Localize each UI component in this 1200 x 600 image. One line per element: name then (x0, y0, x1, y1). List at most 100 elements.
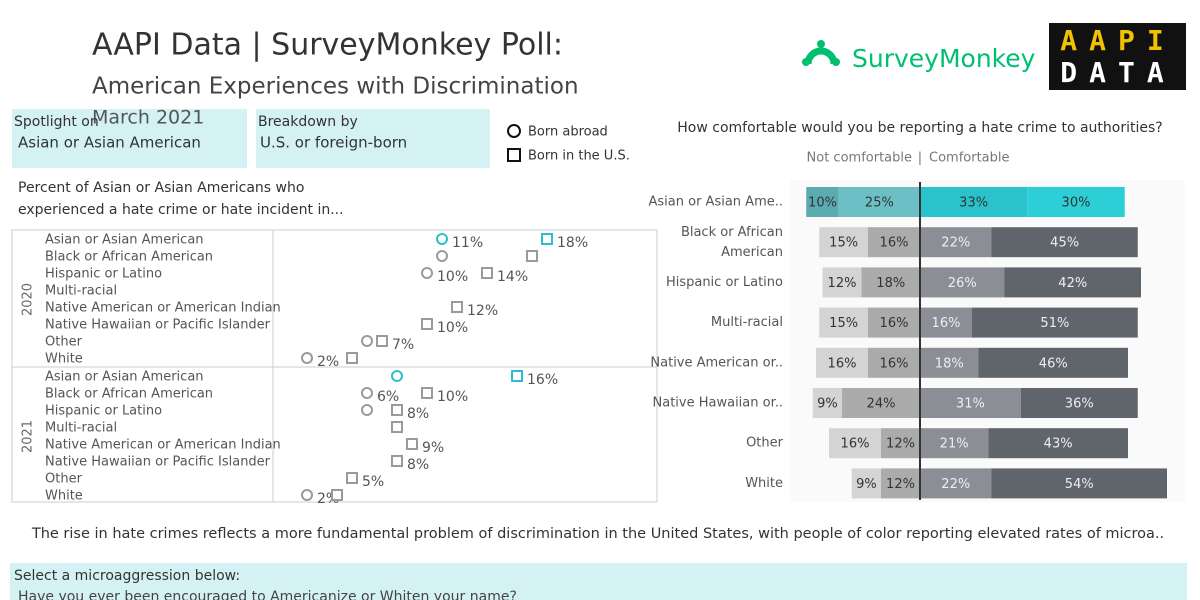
category-label: Multi-racial (45, 284, 117, 299)
subtitle: American Experiences with Discrimination (92, 74, 579, 100)
filter-value[interactable]: U.S. or foreign-born (260, 134, 407, 152)
data-label: 6% (377, 389, 399, 405)
logo-text: DATA (1060, 56, 1175, 89)
legend-divider: | (918, 151, 922, 166)
category-label: White (45, 489, 83, 504)
data-label: 16% (527, 372, 558, 388)
aapi-logo: AAPI DATA (1049, 23, 1186, 90)
bar-segment (819, 227, 868, 258)
category-label: Asian or Asian American (45, 233, 204, 248)
bar-segment (819, 307, 868, 338)
category-label: Hispanic or Latino (666, 275, 783, 290)
square-dot (331, 489, 343, 501)
category-label: White (45, 352, 83, 367)
data-label: 46% (1039, 356, 1068, 371)
dot (391, 370, 403, 382)
bar-segment (812, 388, 842, 418)
filter-box[interactable] (12, 109, 247, 168)
category-label: Native American or American Indian (45, 301, 281, 316)
legend-label: Born abroad (528, 125, 608, 140)
bar-segment (920, 468, 992, 499)
category-label: Asian or Asian American (45, 370, 204, 385)
bar-segment (822, 267, 862, 298)
category-label: White (745, 476, 783, 491)
dot (436, 233, 448, 245)
bar-segment (851, 468, 881, 499)
data-label: 12% (828, 276, 857, 291)
legend-label: Not comfortable (807, 151, 912, 166)
square-dot (391, 455, 403, 467)
data-label: 54% (1065, 477, 1094, 492)
category-label: Multi-racial (711, 315, 783, 330)
square-dot (406, 438, 418, 450)
data-label: 2% (317, 354, 339, 370)
logo-text: AAPI (1060, 24, 1175, 57)
bar-segment (1027, 187, 1125, 217)
legend-label: Comfortable (929, 151, 1010, 166)
category-label: Hispanic or Latino (45, 267, 162, 282)
data-label: 8% (407, 457, 429, 473)
date: March 2021 (92, 107, 204, 129)
data-label: 16% (880, 356, 909, 371)
surveymonkey-logo: SurveyMonkey (802, 40, 1036, 73)
data-label: 16% (828, 356, 857, 371)
square-dot (421, 387, 433, 399)
square-dot (391, 421, 403, 433)
select-box[interactable] (10, 563, 1187, 600)
chart-title: Percent of Asian or Asian Americans who (18, 180, 304, 196)
data-label: 24% (867, 397, 896, 412)
bar-segment (920, 307, 972, 338)
select-value[interactable]: Have you ever been encouraged to America… (18, 589, 517, 600)
dot (361, 335, 373, 347)
legend-marker (507, 124, 521, 138)
data-label: 9% (856, 477, 877, 492)
filter-value[interactable]: Asian or Asian American (18, 134, 201, 152)
square-dot (511, 370, 523, 382)
bar-segment (881, 428, 920, 459)
category-label: Other (45, 335, 83, 350)
footer-text: The rise in hate crimes reflects a more … (31, 526, 1164, 542)
data-label: 12% (886, 437, 915, 452)
category-label: Black or African American (45, 387, 213, 402)
square-dot (376, 335, 388, 347)
bar-segment (920, 347, 979, 378)
category-label: Hispanic or Latino (45, 404, 162, 419)
data-label: 12% (886, 477, 915, 492)
bar-segment (1020, 388, 1138, 418)
select-label: Select a microaggression below: (14, 568, 240, 584)
dot (301, 352, 313, 364)
category-label: Black or African American (45, 250, 213, 265)
legend-marker (507, 148, 521, 162)
category-label: Multi-racial (45, 421, 117, 436)
square-dot (421, 318, 433, 330)
bar-segment (861, 267, 920, 298)
data-label: 26% (948, 276, 977, 291)
data-label: 18% (935, 356, 964, 371)
category-label: Native Hawaiian or.. (653, 396, 784, 411)
data-label: 36% (1065, 397, 1094, 412)
category-label: Asian or Asian Ame.. (649, 195, 783, 210)
bar-segment (978, 347, 1128, 378)
chart-title: experienced a hate crime or hate inciden… (18, 202, 344, 218)
square-dot (481, 267, 493, 279)
data-label: 8% (407, 406, 429, 422)
data-label: 16% (880, 236, 909, 251)
chart-title: How comfortable would you be reporting a… (677, 120, 1162, 136)
data-label: 33% (959, 196, 988, 211)
filter-box[interactable] (256, 109, 490, 168)
data-label: 10% (437, 320, 468, 336)
category-label: Black or African American (681, 225, 783, 260)
logo-text: SurveyMonkey (852, 44, 1036, 73)
bar-segment (920, 187, 1028, 217)
data-label: 5% (362, 474, 384, 490)
bar-segment (920, 227, 992, 258)
square-dot (451, 301, 463, 313)
bar-segment (868, 347, 920, 378)
year-label: 2021 (21, 420, 36, 453)
filter-label: Breakdown by (258, 114, 358, 130)
data-label: 18% (876, 276, 905, 291)
year-label: 2020 (21, 283, 36, 316)
bar-segment (842, 388, 920, 418)
data-label: 51% (1040, 316, 1069, 331)
category-label: Native American or.. (650, 355, 783, 370)
